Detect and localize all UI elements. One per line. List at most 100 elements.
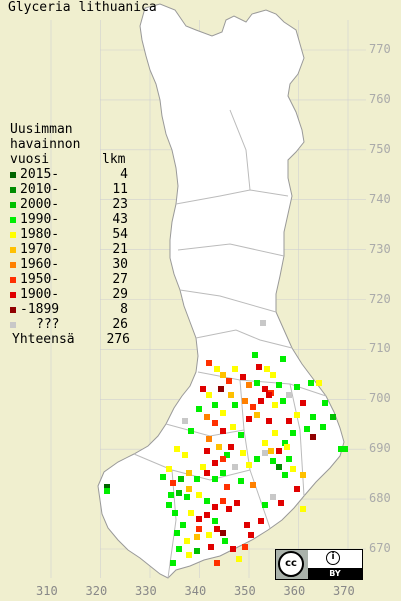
observation-square bbox=[196, 492, 202, 498]
observation-square bbox=[316, 380, 322, 386]
observation-square bbox=[204, 470, 210, 476]
legend-row: 2015- 4 bbox=[10, 167, 128, 182]
cc-icon: cc bbox=[278, 551, 304, 577]
observation-square bbox=[266, 418, 272, 424]
observation-square bbox=[260, 320, 266, 326]
observation-square bbox=[280, 356, 286, 362]
license-badge[interactable]: cc i BY bbox=[275, 549, 363, 580]
observation-square bbox=[220, 428, 226, 434]
legend-swatch bbox=[10, 292, 16, 298]
observation-square bbox=[240, 374, 246, 380]
observation-square bbox=[184, 538, 190, 544]
observation-square bbox=[104, 484, 110, 490]
observation-square bbox=[160, 474, 166, 480]
observation-square bbox=[246, 462, 252, 468]
observation-square bbox=[178, 476, 184, 482]
observation-square bbox=[206, 436, 212, 442]
observation-square bbox=[204, 498, 210, 504]
legend-row: 1960- 30 bbox=[10, 257, 128, 272]
y-tick-label: 750 bbox=[369, 141, 391, 156]
observation-square bbox=[220, 530, 226, 536]
observation-square bbox=[276, 448, 282, 454]
legend-header-line-1: Uusimman bbox=[10, 122, 73, 137]
map-title: Glyceria lithuanica bbox=[8, 0, 157, 15]
observation-square bbox=[256, 364, 262, 370]
observation-square bbox=[212, 402, 218, 408]
legend-row: 1900- 29 bbox=[10, 287, 128, 302]
observation-square bbox=[266, 392, 272, 398]
observation-square bbox=[290, 466, 296, 472]
observation-square bbox=[182, 418, 188, 424]
observation-square bbox=[234, 500, 240, 506]
observation-square bbox=[218, 386, 224, 392]
y-tick-label: 670 bbox=[369, 541, 391, 555]
observation-square bbox=[276, 382, 282, 388]
observation-square bbox=[104, 488, 110, 494]
y-tick-label: 730 bbox=[369, 241, 391, 256]
observation-square bbox=[246, 382, 252, 388]
observation-square bbox=[170, 560, 176, 566]
observation-square bbox=[242, 544, 248, 550]
observation-square bbox=[262, 386, 268, 392]
legend-header: Uusimman havainnon vuosi lkm bbox=[10, 122, 130, 167]
observation-square bbox=[236, 556, 242, 562]
observation-square bbox=[284, 444, 290, 450]
by-label: BY bbox=[308, 568, 362, 579]
y-tick-label: 740 bbox=[369, 191, 391, 206]
legend-count: 8 bbox=[120, 302, 128, 317]
observation-square bbox=[206, 360, 212, 366]
legend-total: Yhteensä 276 bbox=[10, 332, 130, 347]
legend-count: 29 bbox=[112, 287, 128, 302]
legend-label: 1980- bbox=[20, 227, 60, 242]
observation-square bbox=[246, 416, 252, 422]
observation-square bbox=[214, 366, 220, 372]
observation-square bbox=[262, 440, 268, 446]
observation-square bbox=[242, 398, 248, 404]
y-tick-label: 760 bbox=[369, 91, 391, 106]
observation-square bbox=[282, 472, 288, 478]
observation-square bbox=[174, 446, 180, 452]
observation-square bbox=[286, 418, 292, 424]
legend-count: 26 bbox=[112, 317, 128, 332]
observation-square bbox=[278, 500, 284, 506]
observation-square bbox=[310, 414, 316, 420]
observation-square bbox=[250, 404, 256, 410]
observation-square bbox=[196, 516, 202, 522]
observation-square bbox=[230, 424, 236, 430]
observation-square bbox=[220, 456, 226, 462]
observation-square bbox=[228, 444, 234, 450]
observation-square bbox=[196, 406, 202, 412]
observation-square bbox=[220, 372, 226, 378]
y-tick-label: 680 bbox=[369, 491, 391, 506]
observation-square bbox=[188, 510, 194, 516]
observation-square bbox=[222, 538, 228, 544]
observation-square bbox=[226, 506, 232, 512]
legend-label: 2015- bbox=[20, 167, 60, 182]
observation-square bbox=[342, 446, 348, 452]
observation-square bbox=[220, 498, 226, 504]
observation-square bbox=[212, 460, 218, 466]
observation-square bbox=[204, 512, 210, 518]
observation-square bbox=[232, 464, 238, 470]
observation-square bbox=[270, 458, 276, 464]
observation-square bbox=[264, 366, 270, 372]
legend-row: 1980- 54 bbox=[10, 227, 128, 242]
observation-square bbox=[310, 434, 316, 440]
observation-square bbox=[180, 522, 186, 528]
observation-square bbox=[184, 494, 190, 500]
observation-square bbox=[248, 532, 254, 538]
observation-square bbox=[252, 352, 258, 358]
observation-square bbox=[212, 476, 218, 482]
observation-square bbox=[258, 398, 264, 404]
observation-square bbox=[254, 456, 260, 462]
observation-square bbox=[286, 392, 292, 398]
legend-swatch bbox=[10, 187, 16, 193]
observation-points bbox=[104, 320, 348, 566]
legend-count: 43 bbox=[112, 212, 128, 227]
observation-square bbox=[182, 452, 188, 458]
legend-row: ??? 26 bbox=[10, 317, 128, 332]
observation-square bbox=[330, 414, 336, 420]
observation-square bbox=[200, 464, 206, 470]
observation-square bbox=[300, 506, 306, 512]
